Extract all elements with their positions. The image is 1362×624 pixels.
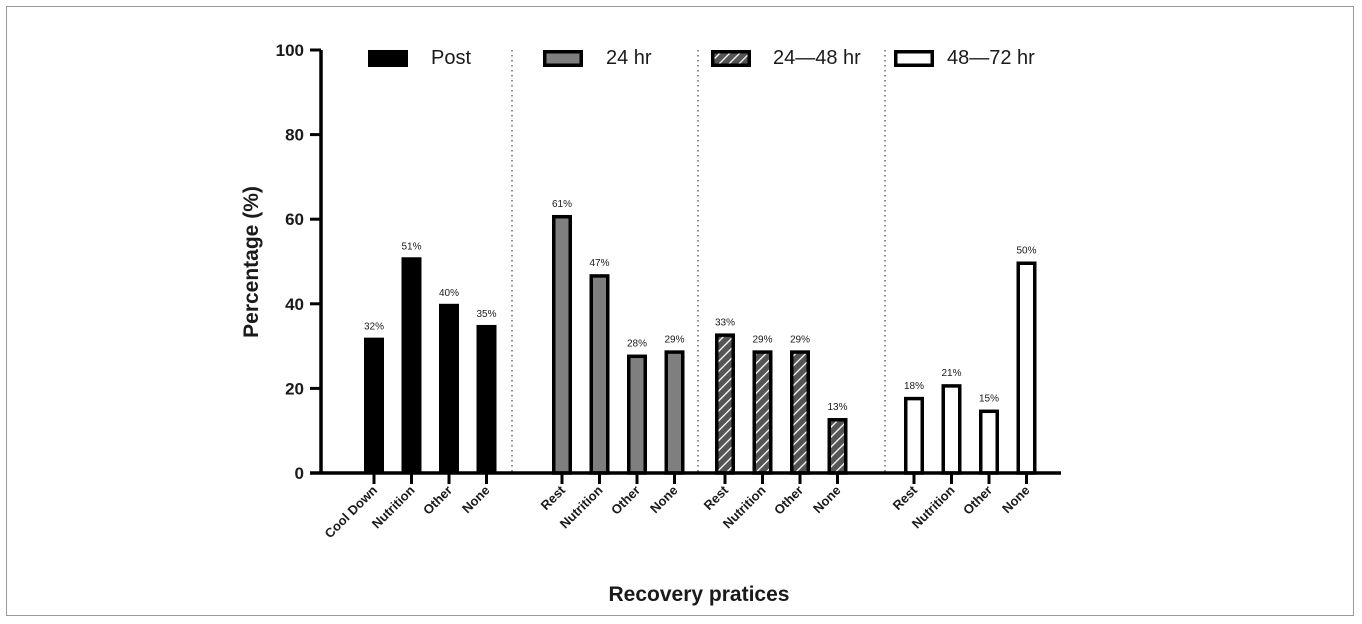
bar-nutrition: [752, 350, 773, 475]
x-category-label: Other: [420, 483, 455, 518]
bar-nutrition: [401, 257, 422, 473]
x-category-label: Rest: [538, 482, 569, 513]
figure-frame: [6, 6, 1354, 616]
x-category-label: None: [459, 483, 493, 517]
bar-other: [627, 354, 647, 475]
axes: [310, 50, 1061, 475]
bar-nutrition: [941, 384, 962, 475]
legend-label: Post: [431, 47, 471, 69]
data-label: 40%: [439, 288, 459, 299]
y-ticks: 0 20 40 60 80 100: [276, 41, 321, 483]
x-category-label: Other: [608, 483, 643, 518]
y-tick-label: 80: [285, 126, 304, 145]
data-label: 29%: [752, 334, 772, 345]
data-label: 13%: [827, 402, 847, 413]
bar-rest: [904, 396, 924, 475]
data-label: 29%: [664, 334, 684, 345]
x-category-label: Cool Down: [322, 482, 381, 541]
bar-rest: [552, 214, 572, 475]
legend-label: 24 hr: [606, 47, 652, 69]
legend-swatch: [894, 50, 934, 67]
x-axis-title: Recovery pratices: [609, 583, 790, 606]
y-tick-label: 0: [295, 464, 304, 483]
data-label: 18%: [904, 381, 924, 392]
bar-rest: [715, 333, 735, 475]
data-label: 29%: [790, 334, 810, 345]
legend-swatch: [711, 50, 751, 67]
bar-other: [439, 303, 459, 473]
bar-other: [979, 409, 999, 475]
legend-swatch: [543, 50, 583, 67]
bar-other: [790, 350, 810, 475]
legend-swatch: [368, 50, 408, 67]
bar-nutrition: [589, 274, 610, 475]
y-tick-label: 60: [285, 210, 304, 229]
x-category-label: None: [647, 483, 681, 517]
x-category-label: Rest: [701, 482, 732, 513]
bar-none: [664, 350, 685, 475]
data-label: 28%: [627, 339, 647, 350]
data-label: 51%: [401, 241, 421, 252]
x-category-label: Other: [771, 483, 806, 518]
group-dividers: [511, 50, 886, 473]
bars: [364, 214, 1037, 475]
x-category-label: Other: [960, 483, 995, 518]
y-tick-label: 40: [285, 295, 304, 314]
data-label: 32%: [364, 322, 384, 333]
bar-none: [1016, 261, 1037, 475]
data-label: 21%: [941, 368, 961, 379]
bar-none: [827, 418, 848, 475]
data-label: 61%: [552, 199, 572, 210]
data-label: 50%: [1016, 246, 1036, 257]
legend: Post 24 hr 24—48 hr 48—72 hr: [368, 47, 1035, 69]
x-category-label: Rest: [890, 482, 921, 513]
y-tick-label: 20: [285, 379, 304, 398]
data-label: 47%: [589, 258, 609, 269]
y-axis-title: Percentage (%): [240, 186, 263, 338]
data-label: 15%: [979, 394, 999, 405]
legend-label: 48—72 hr: [947, 47, 1035, 69]
y-tick-label: 100: [276, 41, 304, 60]
data-labels: 32% 51% 40% 35% 61% 47% 28% 29% 33% 29% 29% 13% 18% 2…: [364, 199, 1037, 413]
bar-none: [476, 324, 497, 473]
x-category-label: None: [810, 483, 844, 517]
data-label: 35%: [476, 309, 496, 320]
x-category-label: None: [999, 483, 1033, 517]
legend-label: 24—48 hr: [773, 47, 861, 69]
bar-cool-down: [364, 337, 384, 473]
data-label: 33%: [715, 317, 735, 328]
